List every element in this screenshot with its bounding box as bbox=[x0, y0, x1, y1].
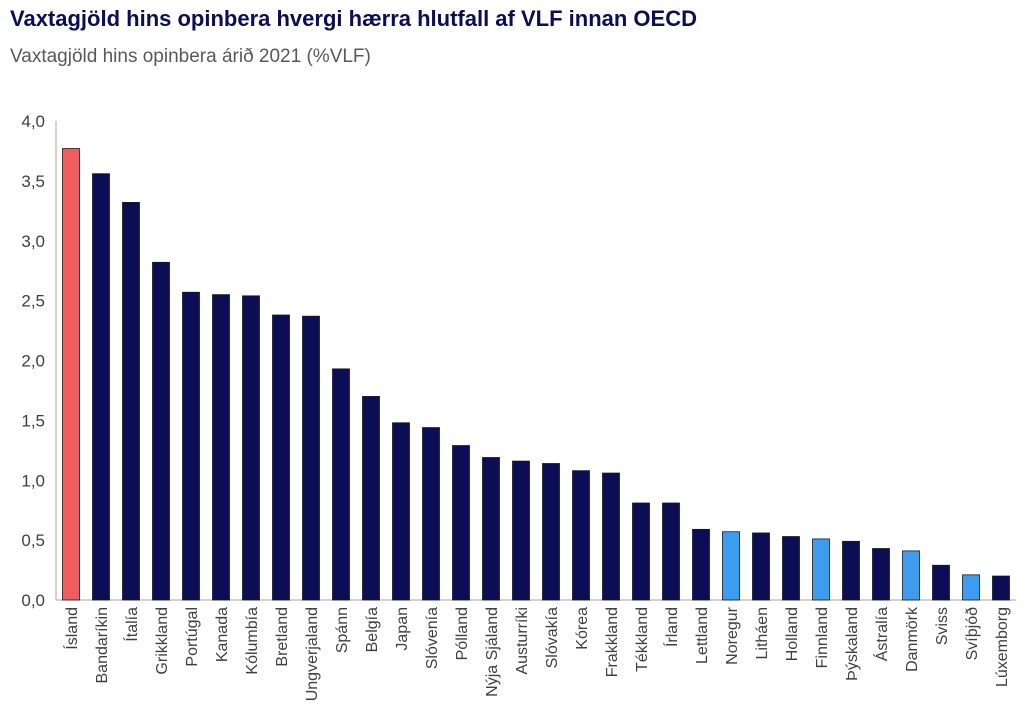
bar bbox=[92, 173, 110, 601]
x-tick-label: Holland bbox=[784, 607, 801, 661]
bar bbox=[962, 574, 980, 601]
x-tick-label: Ungverjaland bbox=[304, 607, 321, 701]
bar bbox=[362, 396, 380, 601]
y-tick-label: 2,5 bbox=[21, 292, 45, 311]
x-tick-label: Kólumbía bbox=[244, 607, 261, 675]
x-tick-label: Írland bbox=[662, 607, 681, 647]
bar bbox=[332, 368, 350, 601]
y-tick-label: 3,0 bbox=[21, 232, 45, 251]
bar bbox=[572, 470, 590, 601]
bar bbox=[602, 472, 620, 601]
bar bbox=[242, 295, 260, 601]
bar bbox=[632, 502, 650, 601]
bar bbox=[812, 538, 830, 601]
chart-subtitle: Vaxtagjöld hins opinbera árið 2021 (%VLF… bbox=[10, 46, 371, 67]
x-tick-label: Grikkland bbox=[154, 607, 171, 675]
x-tick-label: Danmörk bbox=[904, 606, 921, 672]
x-tick-label: Slóvenía bbox=[424, 607, 441, 669]
x-tick-label: Svíþjóð bbox=[964, 607, 981, 660]
x-tick-label: Noregur bbox=[724, 606, 741, 664]
x-tick-label: Japan bbox=[394, 607, 411, 651]
x-tick-label: Tékkland bbox=[634, 607, 651, 672]
y-tick-label: 0,0 bbox=[21, 591, 45, 610]
x-tick-label: Bretland bbox=[274, 607, 291, 667]
y-tick-label: 2,0 bbox=[21, 352, 45, 371]
bar bbox=[932, 564, 950, 601]
x-tick-label: Spánn bbox=[334, 607, 351, 653]
bar bbox=[662, 502, 680, 601]
bar bbox=[452, 445, 470, 601]
x-tick-label: Ástralía bbox=[872, 607, 891, 661]
bar bbox=[872, 548, 890, 601]
y-tick-label: 1,0 bbox=[21, 471, 45, 490]
bar bbox=[62, 148, 80, 601]
x-tick-label: Lettland bbox=[694, 607, 711, 664]
bar bbox=[422, 427, 440, 601]
x-tick-label: Frakkland bbox=[604, 607, 621, 677]
x-tick-label: Kanada bbox=[214, 607, 231, 662]
x-tick-label: Slóvakía bbox=[544, 607, 561, 668]
x-tick-label: Ítalía bbox=[122, 607, 141, 642]
bar bbox=[992, 575, 1010, 601]
bar bbox=[122, 202, 140, 601]
y-tick-label: 4,0 bbox=[21, 112, 45, 131]
bar bbox=[512, 460, 530, 601]
bar bbox=[302, 315, 320, 601]
bar bbox=[482, 457, 500, 601]
bar bbox=[152, 261, 170, 601]
y-tick-label: 3,5 bbox=[21, 172, 45, 191]
bar bbox=[182, 291, 200, 601]
bar bbox=[212, 294, 230, 601]
x-tick-label: Sviss bbox=[934, 607, 951, 645]
bar bbox=[782, 536, 800, 601]
x-tick-label: Kórea bbox=[574, 607, 591, 650]
x-tick-label: Austurríki bbox=[514, 607, 531, 675]
y-tick-label: 0,5 bbox=[21, 531, 45, 550]
x-tick-label: Litháen bbox=[754, 607, 771, 660]
x-tick-label: Finnland bbox=[814, 607, 831, 668]
x-tick-label: Pólland bbox=[454, 607, 471, 660]
x-tick-label: Nýja Sjáland bbox=[484, 607, 501, 697]
x-tick-label: Belgía bbox=[364, 607, 381, 652]
bar bbox=[902, 550, 920, 601]
bar bbox=[692, 528, 710, 601]
x-tick-label: Portúgal bbox=[184, 607, 201, 667]
x-tick-label: Ísland bbox=[62, 607, 81, 650]
bar bbox=[752, 532, 770, 601]
chart-title: Vaxtagjöld hins opinbera hvergi hærra hl… bbox=[10, 6, 697, 31]
bar bbox=[722, 531, 740, 601]
bar bbox=[542, 463, 560, 601]
bar bbox=[842, 540, 860, 601]
bar bbox=[272, 314, 290, 601]
y-tick-label: 1,5 bbox=[21, 411, 45, 430]
x-tick-label: Bandaríkin bbox=[94, 607, 111, 684]
bar bbox=[392, 422, 410, 601]
x-tick-label: Þýskaland bbox=[844, 607, 861, 681]
x-tick-label: Lúxemborg bbox=[994, 607, 1011, 687]
